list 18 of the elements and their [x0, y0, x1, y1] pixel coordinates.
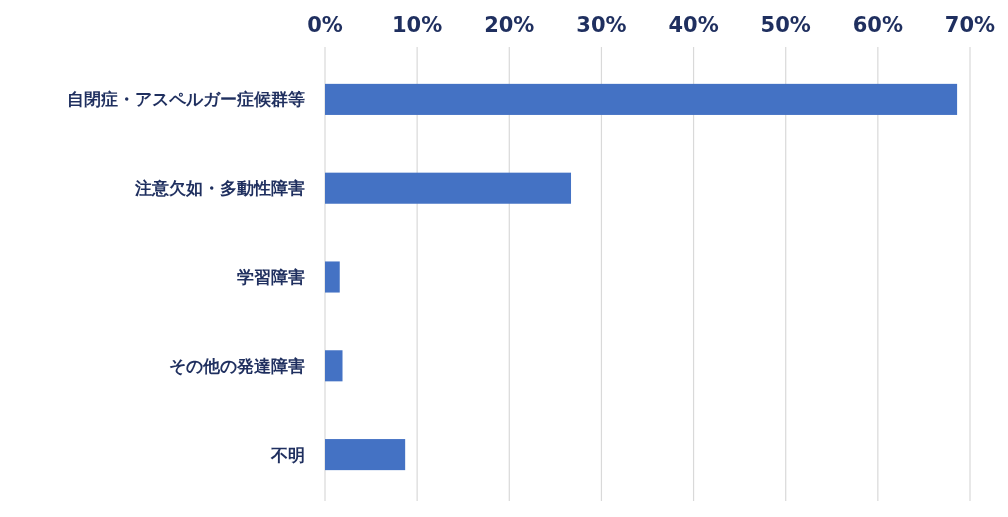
x-tick-label: 60%: [852, 13, 903, 37]
bar: [325, 83, 958, 115]
x-tick-label: 20%: [484, 13, 535, 37]
y-tick-label: 学習障害: [237, 266, 305, 287]
x-tick-label: 50%: [760, 13, 811, 37]
y-tick-label: 不明: [270, 444, 305, 465]
bar: [325, 439, 406, 471]
bar: [325, 261, 340, 293]
y-tick-label: 注意欠如・多動性障害: [134, 178, 305, 199]
x-tick-label: 10%: [392, 13, 443, 37]
x-tick-label: 30%: [576, 13, 627, 37]
x-tick-label: 40%: [668, 13, 719, 37]
bar: [325, 350, 343, 382]
bar: [325, 172, 572, 204]
x-tick-label: 70%: [944, 13, 996, 37]
x-tick-label: 0%: [307, 13, 343, 37]
y-tick-label: その他の発達障害: [169, 355, 305, 376]
y-tick-label: 自閉症・アスペルガー症候群等: [67, 89, 305, 110]
